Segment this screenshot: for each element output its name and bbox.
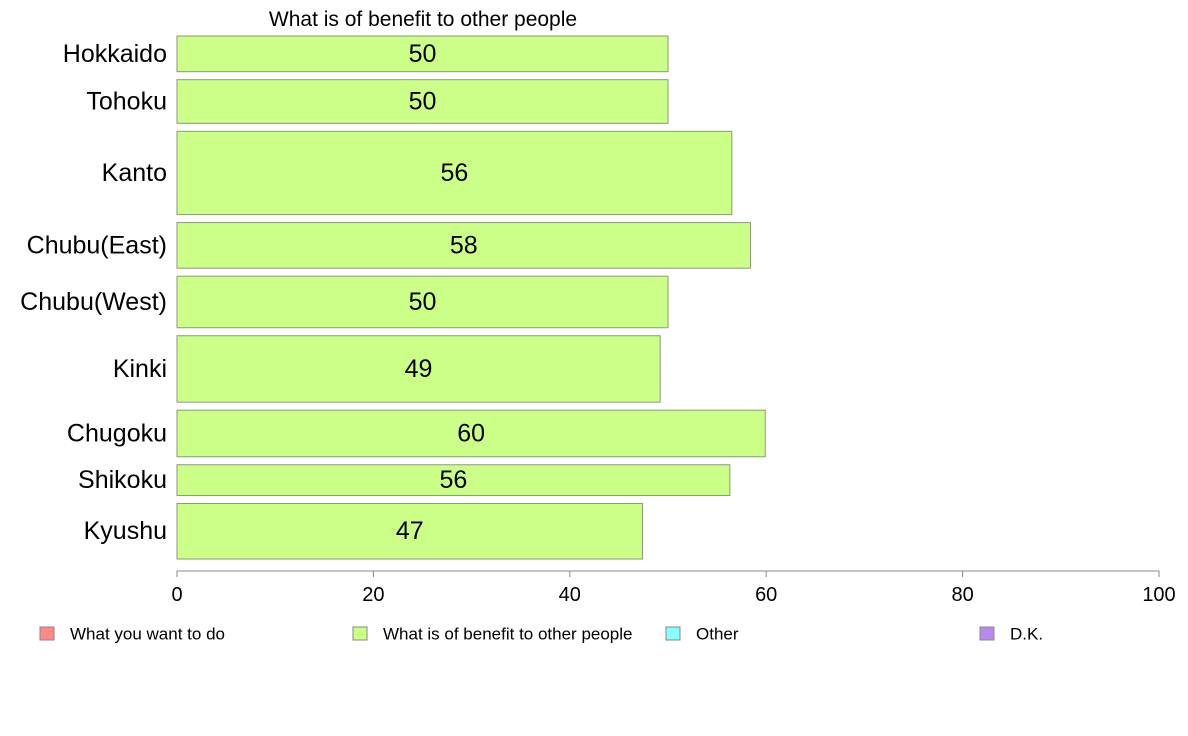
bar-hokkaido (176, 35, 669, 73)
x-tick-label: 60 (755, 584, 777, 606)
category-label-kyushu: Kyushu (84, 517, 167, 545)
category-label-chubu-east: Chubu(East) (27, 231, 167, 259)
value-label-tohoku: 50 (409, 87, 437, 115)
bar-shikoku (176, 464, 731, 496)
legend-label-d-k: D.K. (1010, 625, 1043, 644)
category-label-kanto: Kanto (102, 159, 167, 187)
x-tick-label: 20 (362, 584, 384, 606)
x-tick-label: 0 (171, 584, 182, 606)
legend-label-what-you-want-to-do: What you want to do (70, 625, 225, 644)
legend-swatch-what-you-want-to-do (39, 626, 55, 641)
bars-layer: Hokkaido 50 Tohoku 50 Kanto 56 Chubu(East) 58 Ch… (20, 35, 766, 560)
bar-kanto (176, 130, 733, 216)
legend-swatch-other (665, 626, 681, 641)
bar-chubu-west (176, 275, 669, 329)
category-label-tohoku: Tohoku (86, 87, 167, 115)
legend-label-other: Other (696, 625, 739, 644)
bar-kinki (176, 335, 661, 403)
bar-tohoku (176, 79, 669, 124)
value-label-kanto: 56 (441, 159, 469, 187)
x-tick-label: 100 (1142, 584, 1175, 606)
value-label-shikoku: 56 (440, 466, 468, 494)
x-tick-label: 40 (559, 584, 581, 606)
category-label-kinki: Kinki (113, 355, 167, 383)
bar-chubu-east (176, 222, 751, 269)
bar-chugoku (176, 409, 766, 458)
x-axis: 0 20 40 60 80 100 (171, 570, 1176, 606)
legend-label-what-is-of-benefit-to-other-people: What is of benefit to other people (383, 625, 633, 644)
chart-title: What is of benefit to other people (269, 8, 577, 31)
value-label-kyushu: 47 (396, 517, 424, 545)
legend: What you want to do What is of benefit to… (39, 625, 1043, 644)
value-label-kinki: 49 (405, 355, 433, 383)
value-label-chubu-west: 50 (409, 288, 437, 316)
x-tick-label: 80 (951, 584, 973, 606)
legend-swatch-what-is-of-benefit-to-other-people (352, 626, 368, 641)
value-label-hokkaido: 50 (409, 40, 437, 68)
legend-swatch-d-k (979, 626, 995, 641)
category-label-chubu-west: Chubu(West) (20, 288, 167, 316)
bar-kyushu (176, 502, 643, 560)
value-label-chugoku: 60 (457, 419, 485, 447)
category-label-hokkaido: Hokkaido (63, 40, 167, 68)
category-label-shikoku: Shikoku (78, 466, 167, 494)
value-label-chubu-east: 58 (450, 231, 478, 259)
category-label-chugoku: Chugoku (67, 419, 167, 447)
